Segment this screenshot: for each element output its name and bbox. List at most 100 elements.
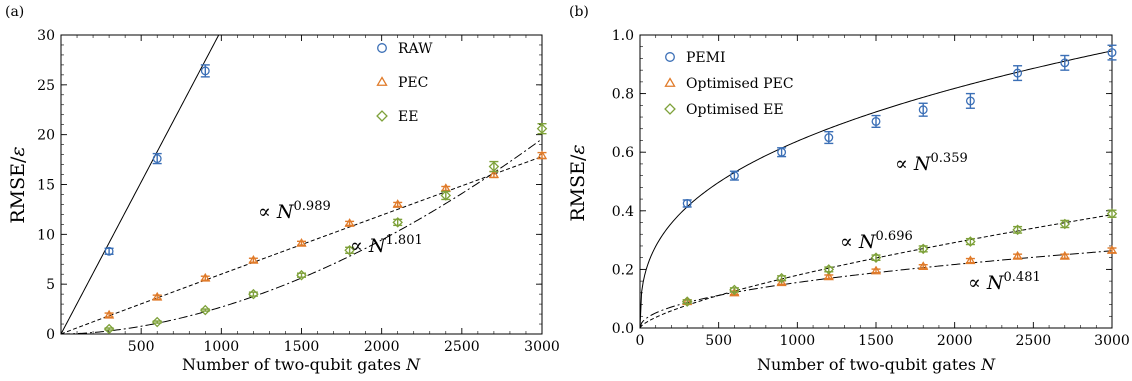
- y-tick-label: 0.4: [612, 204, 634, 220]
- fit-curve-dashdot: [61, 138, 542, 334]
- data-point: [1106, 245, 1118, 254]
- series-ee: [103, 123, 548, 335]
- data-point: [104, 246, 114, 256]
- data-point: [296, 238, 307, 247]
- data-point: [392, 199, 403, 208]
- legend-marker: [664, 103, 676, 115]
- series-pec: [103, 150, 548, 319]
- legend-label: PEMI: [686, 50, 726, 66]
- data-point: [965, 255, 976, 265]
- fit-annotation: ∝ N1.801: [350, 233, 423, 257]
- y-tick-label: 10: [37, 227, 55, 243]
- data-point: [344, 244, 355, 256]
- y-tick-label: 0.6: [612, 145, 634, 161]
- data-point: [1107, 48, 1117, 58]
- data-point: [729, 284, 740, 296]
- data-point: [248, 254, 259, 264]
- data-point: [536, 150, 548, 160]
- data-point: [200, 66, 210, 76]
- data-point: [917, 243, 929, 255]
- data-point: [1059, 218, 1071, 230]
- data-point: [1012, 250, 1023, 260]
- legend-label: RAW: [398, 41, 433, 57]
- panel-label: (b): [569, 4, 589, 20]
- data-point: [392, 217, 403, 228]
- x-tick-label: 1000: [780, 333, 816, 349]
- legend: PEMI Optimised PEC Optimised EE: [664, 50, 794, 118]
- data-point: [200, 272, 211, 282]
- data-point: [488, 169, 500, 179]
- y-axis-label: RMSE/ε: [7, 146, 29, 223]
- y-tick-label: 5: [46, 277, 55, 293]
- x-tick-label: 1500: [858, 333, 894, 349]
- legend-marker: [377, 43, 387, 53]
- data-point: [440, 190, 452, 201]
- data-point: [1013, 68, 1023, 78]
- y-tick-label: 0.8: [612, 87, 634, 103]
- y-tick-label: 25: [37, 78, 55, 94]
- x-tick-label: 500: [705, 333, 732, 349]
- x-axis-label: Number of two-qubit gates N: [182, 355, 421, 374]
- legend-marker: [664, 77, 676, 87]
- data-point: [918, 261, 929, 270]
- data-point: [870, 265, 882, 275]
- data-point: [681, 296, 693, 307]
- legend-label: Optimised EE: [686, 102, 784, 118]
- data-point: [152, 154, 162, 164]
- data-point: [871, 116, 881, 126]
- y-tick-label: 0.0: [612, 321, 634, 337]
- series-optimised-pec: [682, 245, 1118, 306]
- data-point: [536, 123, 548, 134]
- y-tick-label: 0: [46, 327, 55, 343]
- data-point: [200, 304, 211, 316]
- legend-marker: [665, 52, 675, 62]
- fit-annotation: ∝ N0.359: [895, 151, 968, 175]
- x-tick-label: 0: [636, 333, 645, 349]
- data-point: [824, 133, 834, 142]
- fit-annotation: ∝ N0.696: [840, 229, 913, 253]
- y-tick-label: 15: [37, 178, 55, 194]
- x-tick-label: 2000: [937, 333, 973, 349]
- data-point: [776, 277, 787, 287]
- x-tick-label: 3000: [524, 339, 560, 355]
- legend-label: PEC: [398, 75, 428, 91]
- panel-label: (a): [5, 4, 24, 20]
- data-point: [729, 171, 739, 181]
- data-point: [777, 147, 787, 157]
- x-tick-label: 1000: [204, 339, 240, 355]
- x-tick-label: 2500: [1016, 333, 1052, 349]
- x-tick-label: 2000: [364, 339, 400, 355]
- series-pemi: [682, 44, 1117, 208]
- data-point: [870, 252, 882, 263]
- legend-marker: [376, 76, 388, 86]
- fit-curve-solid: [61, 35, 220, 334]
- series-raw: [104, 64, 210, 256]
- legend-label: EE: [398, 109, 418, 125]
- x-tick-label: 1500: [284, 339, 320, 355]
- fit-curve-dashdot: [640, 250, 1112, 328]
- data-point: [965, 236, 976, 247]
- x-tick-label: 2500: [444, 339, 480, 355]
- data-point: [296, 269, 307, 281]
- x-tick-label: 500: [128, 339, 155, 355]
- data-point: [151, 316, 163, 328]
- panel-a: (a) 500 1000 1500 2000 2500 3000 0 5 10 15 20 25 30 Nu…: [5, 4, 560, 374]
- data-point: [965, 96, 975, 106]
- panel-b: (b) 0 500 1000 1500 2000 2500 3000 0.0 0.2 0.4 0.6 0…: [567, 4, 1130, 374]
- fit-annotation: ∝ N0.989: [258, 199, 331, 223]
- y-tick-label: 1.0: [612, 28, 634, 44]
- y-axis-label: RMSE/ε: [567, 144, 589, 221]
- fit-curves: [640, 50, 1112, 328]
- data-point: [682, 199, 692, 208]
- data-point: [823, 271, 834, 281]
- data-point: [248, 288, 259, 300]
- y-tick-label: 0.2: [612, 262, 634, 278]
- plot-frame: [60, 34, 543, 335]
- data-point: [344, 218, 355, 227]
- data-point: [823, 264, 835, 275]
- data-point: [918, 105, 928, 115]
- series-optimised-ee: [681, 208, 1118, 307]
- data-point: [103, 323, 115, 335]
- fit-annotation: ∝ N0.481: [968, 270, 1041, 294]
